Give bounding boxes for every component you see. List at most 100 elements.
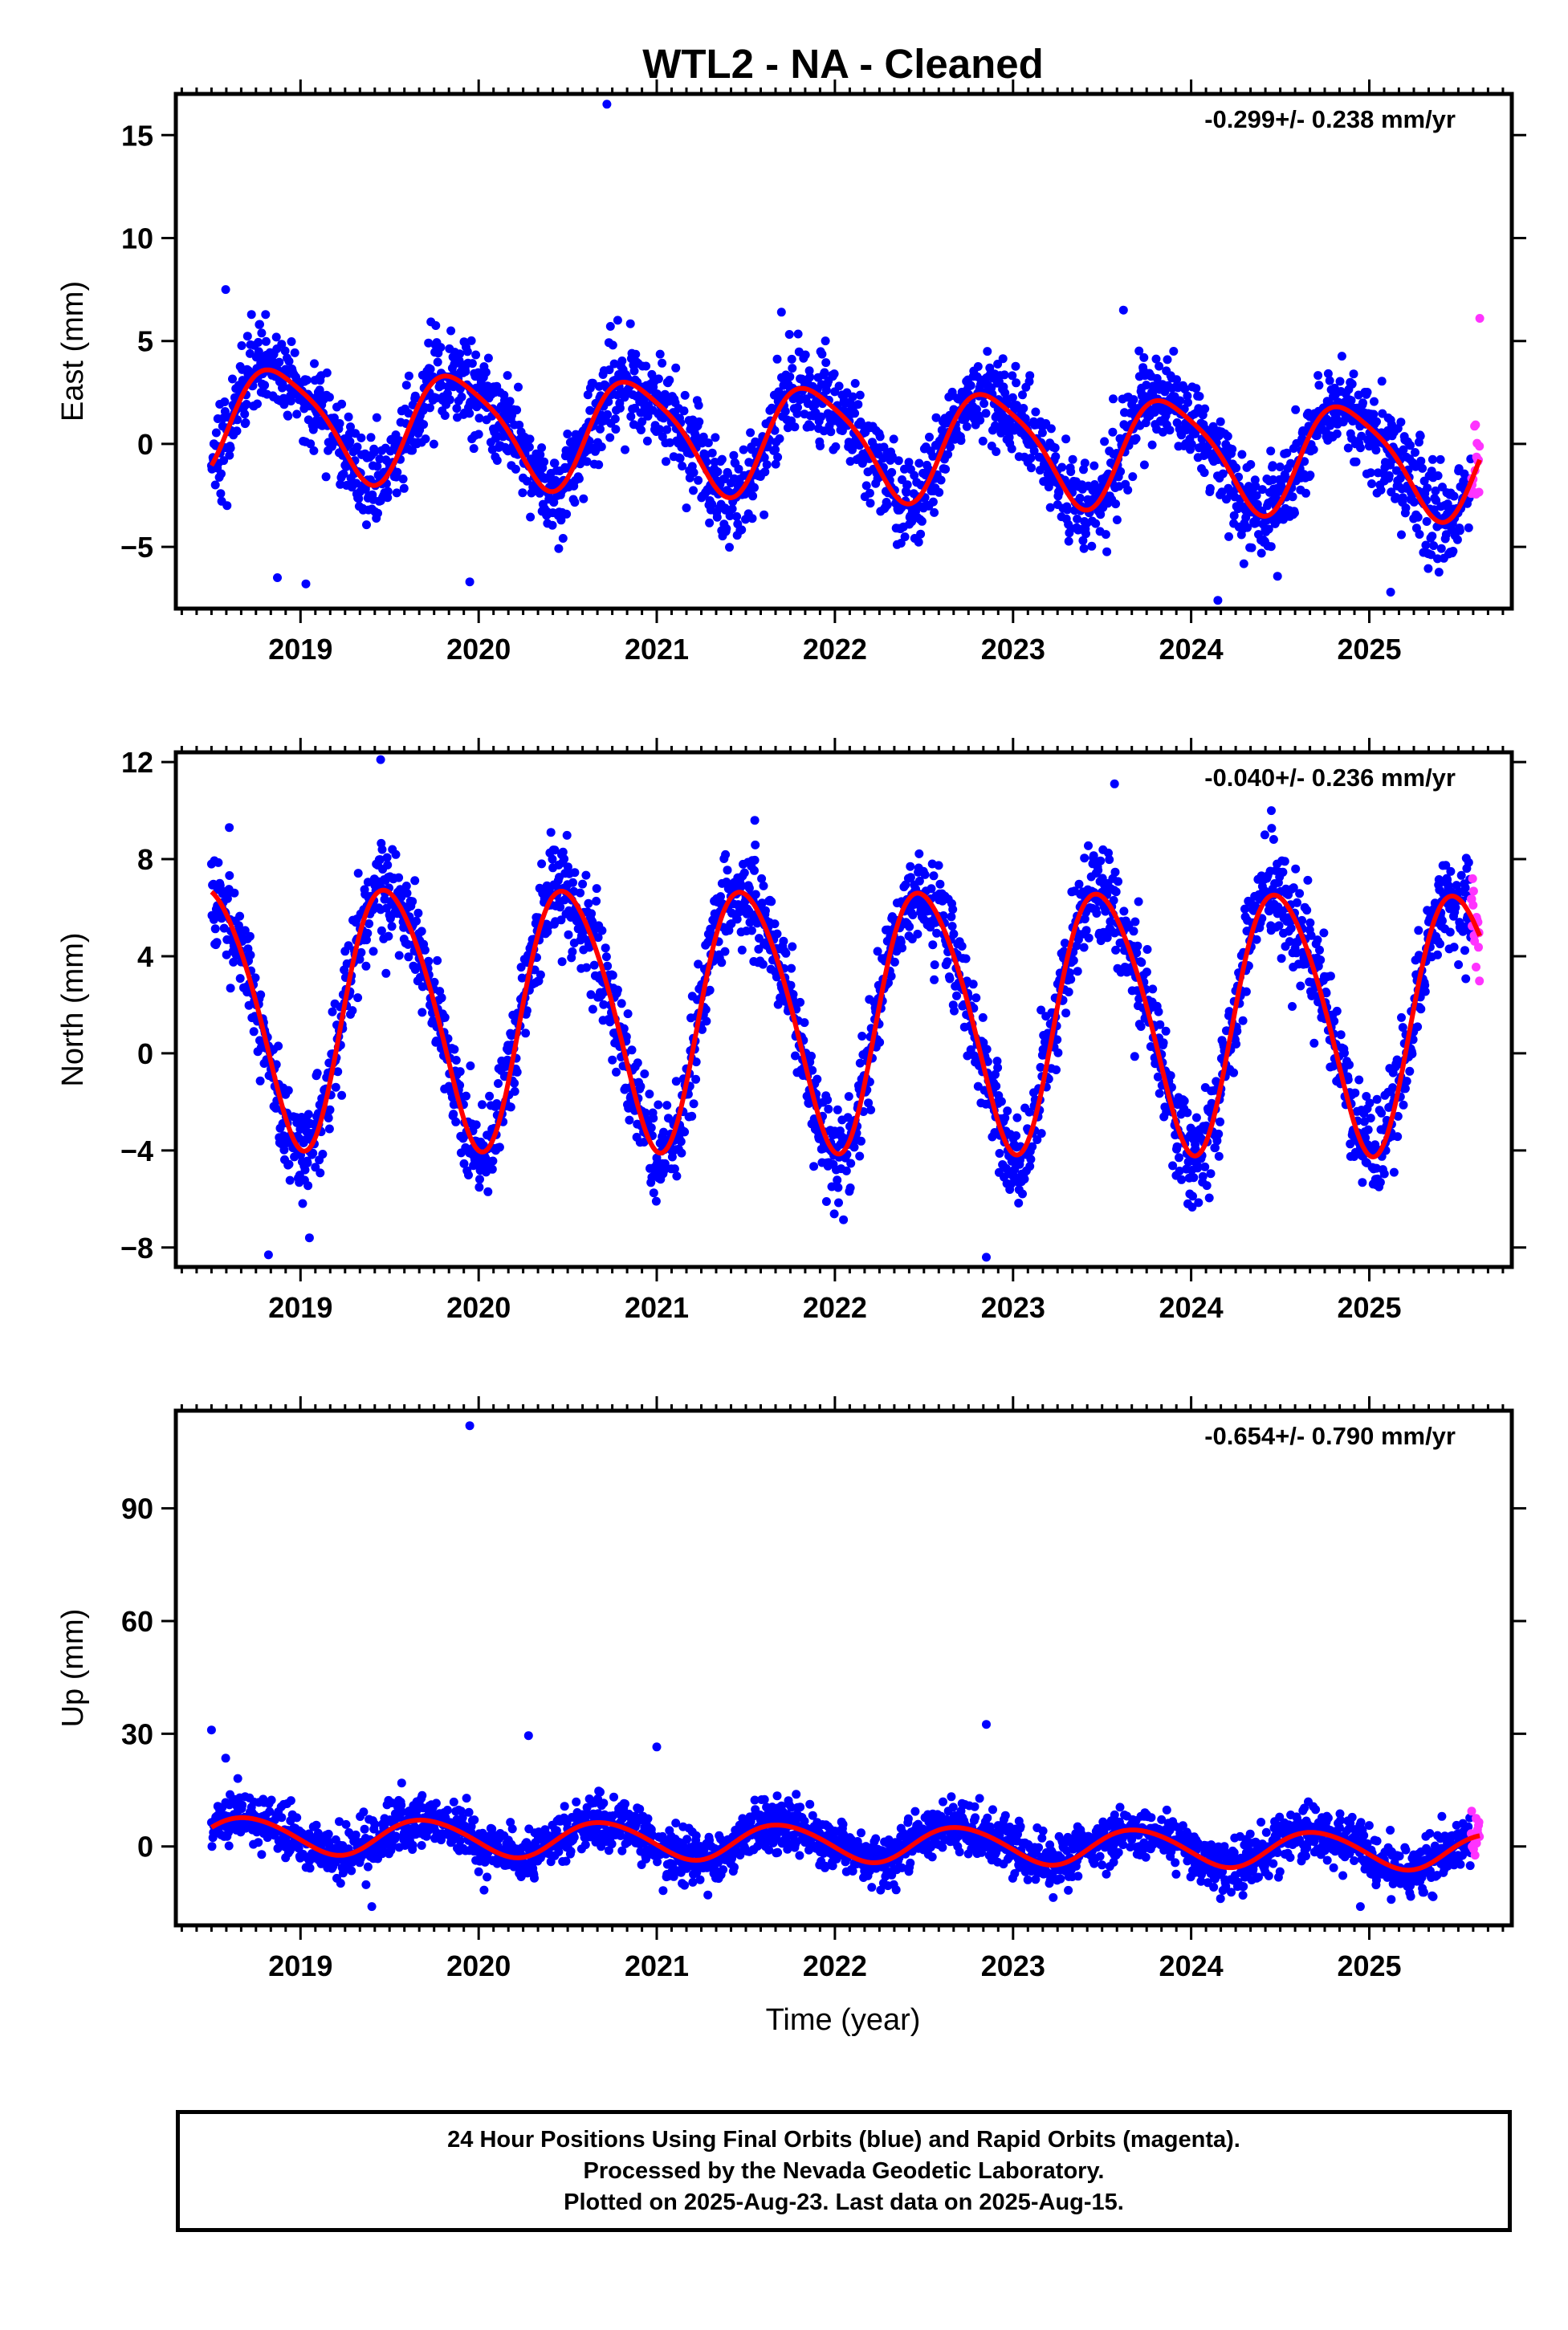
final-orbit-point <box>849 1143 859 1152</box>
final-orbit-point <box>900 532 910 542</box>
final-orbit-point <box>309 446 319 455</box>
final-orbit-point <box>246 310 256 320</box>
final-orbit-point <box>894 456 903 466</box>
final-orbit-point <box>582 457 592 466</box>
figure-title: WTL2 - NA - Cleaned <box>642 41 1044 87</box>
final-orbit-point <box>1074 879 1084 889</box>
final-orbit-point <box>834 381 844 391</box>
final-orbit-point <box>284 356 294 366</box>
final-orbit-point <box>930 960 939 970</box>
final-orbit-point <box>779 936 788 946</box>
final-orbit-point <box>492 456 502 465</box>
final-orbit-point <box>1375 1178 1385 1187</box>
final-orbit-point <box>237 341 246 350</box>
final-orbit-point <box>1026 454 1036 463</box>
final-orbit-point <box>383 487 393 496</box>
final-orbit-point <box>1075 493 1085 503</box>
final-orbit-point <box>322 368 332 377</box>
final-orbit-point <box>1165 426 1175 435</box>
final-orbit-point <box>212 938 222 947</box>
final-orbit-point <box>1288 1002 1297 1011</box>
final-orbit-point <box>998 354 1008 364</box>
final-orbit-point <box>680 390 690 400</box>
model-fit-line <box>209 367 1482 525</box>
final-orbit-point <box>1358 398 1367 408</box>
final-orbit-point <box>588 1004 597 1014</box>
final-orbit-point <box>1350 1088 1360 1098</box>
final-orbit-point <box>626 412 636 422</box>
final-orbit-point <box>363 928 373 938</box>
final-orbit-point <box>1268 461 1277 470</box>
outlier-point <box>273 573 282 582</box>
final-orbit-point <box>833 1183 843 1192</box>
final-orbit-point <box>1062 505 1072 515</box>
final-orbit-point <box>1129 395 1138 405</box>
final-orbit-point <box>584 898 593 908</box>
final-orbit-point <box>1422 517 1432 526</box>
final-orbit-point <box>464 1171 473 1179</box>
final-orbit-point <box>260 381 270 390</box>
final-orbit-point <box>1133 941 1142 951</box>
final-orbit-point <box>807 1051 816 1061</box>
final-orbit-point <box>1345 1060 1354 1069</box>
final-orbit-point <box>916 529 926 539</box>
final-orbit-point <box>1309 1038 1319 1048</box>
final-orbit-point <box>655 349 665 359</box>
final-orbit-point <box>1250 475 1260 485</box>
final-orbit-point <box>1008 371 1017 381</box>
final-orbit-point <box>230 888 239 898</box>
final-orbit-point <box>1455 526 1464 536</box>
final-orbit-point <box>737 525 747 535</box>
final-orbit-point <box>734 464 743 474</box>
final-orbit-point <box>712 512 722 522</box>
final-orbit-point <box>1372 417 1381 426</box>
final-orbit-point <box>570 868 580 878</box>
final-orbit-point <box>820 368 829 377</box>
final-orbit-point <box>855 1151 865 1161</box>
outlier-point <box>602 100 612 109</box>
final-orbit-point <box>1218 469 1228 479</box>
final-orbit-point <box>1239 559 1248 568</box>
final-orbit-point <box>1391 493 1401 502</box>
final-orbit-point <box>1129 927 1138 936</box>
final-orbit-point <box>672 1171 682 1181</box>
final-orbit-point <box>839 1215 849 1224</box>
final-orbit-point <box>902 487 911 497</box>
final-orbit-point <box>485 1091 495 1101</box>
final-orbit-point <box>1420 987 1430 996</box>
final-orbit-point <box>1325 376 1334 385</box>
final-orbit-point <box>1266 446 1276 456</box>
final-orbit-point <box>1139 460 1149 470</box>
final-orbit-point <box>373 462 382 471</box>
final-orbit-point <box>1053 1048 1063 1057</box>
final-orbit-point <box>242 400 251 409</box>
final-orbit-point <box>809 1162 819 1171</box>
final-orbit-point <box>898 943 906 953</box>
final-orbit-point <box>483 353 493 363</box>
final-orbit-point <box>1136 1022 1146 1031</box>
final-orbit-point <box>321 472 331 482</box>
final-orbit-point <box>440 411 450 420</box>
final-orbit-point <box>850 409 860 418</box>
final-orbit-point <box>254 347 263 356</box>
final-orbit-point <box>816 441 825 450</box>
final-orbit-point <box>829 1209 839 1219</box>
final-orbit-point <box>662 457 670 466</box>
final-orbit-point <box>1163 355 1172 365</box>
final-orbit-point <box>373 508 382 518</box>
final-orbit-point <box>404 371 413 381</box>
final-orbit-point <box>1448 547 1458 556</box>
final-orbit-point <box>1008 393 1017 402</box>
final-orbit-point <box>328 1007 337 1016</box>
final-orbit-point <box>1089 461 1099 470</box>
final-orbit-point <box>865 488 874 498</box>
final-orbit-point <box>582 963 591 972</box>
final-orbit-point <box>1018 390 1027 400</box>
final-orbit-point <box>1337 352 1346 361</box>
final-orbit-point <box>982 1045 992 1054</box>
final-orbit-point <box>637 426 646 434</box>
y-tick-label: 10 <box>121 222 153 255</box>
final-orbit-point <box>1066 975 1076 984</box>
final-orbit-point <box>694 417 704 426</box>
final-orbit-point <box>717 958 727 967</box>
